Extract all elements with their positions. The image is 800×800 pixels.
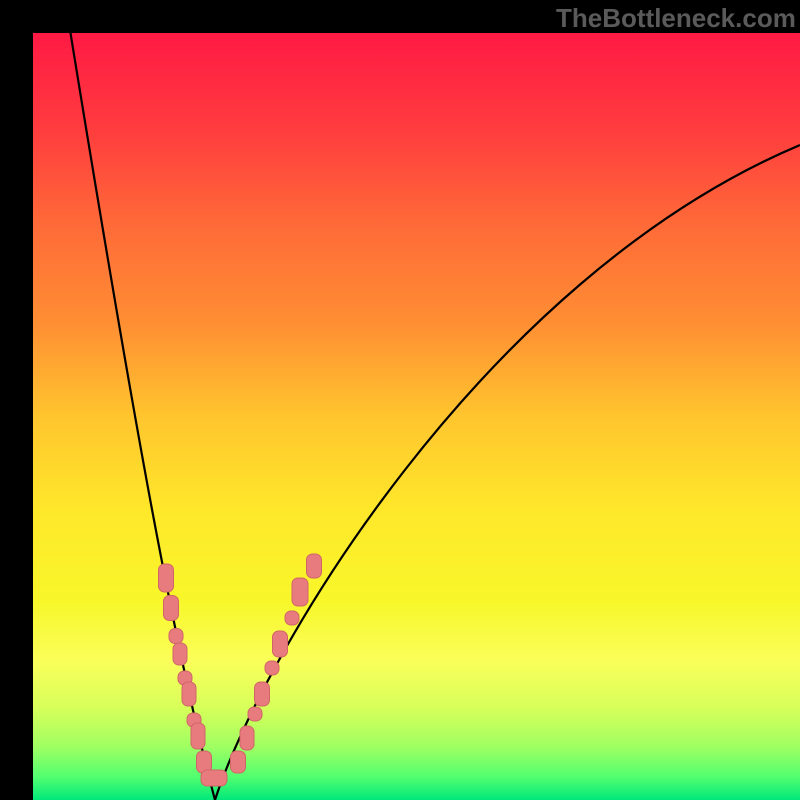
data-marker — [273, 631, 288, 657]
data-marker — [201, 770, 227, 786]
watermark-text: TheBottleneck.com — [556, 3, 796, 34]
data-marker — [164, 596, 179, 621]
data-marker — [265, 661, 279, 675]
data-marker — [255, 682, 270, 706]
data-marker — [173, 643, 187, 665]
data-marker — [292, 578, 308, 606]
data-marker — [240, 726, 254, 750]
data-marker — [231, 751, 246, 773]
data-marker — [191, 723, 205, 749]
data-marker — [248, 707, 262, 721]
gradient-background — [33, 33, 800, 800]
data-marker — [182, 682, 196, 706]
data-marker — [307, 554, 322, 578]
data-marker — [159, 564, 174, 592]
data-marker — [285, 611, 299, 625]
data-marker — [169, 629, 183, 644]
bottleneck-chart — [0, 0, 800, 800]
